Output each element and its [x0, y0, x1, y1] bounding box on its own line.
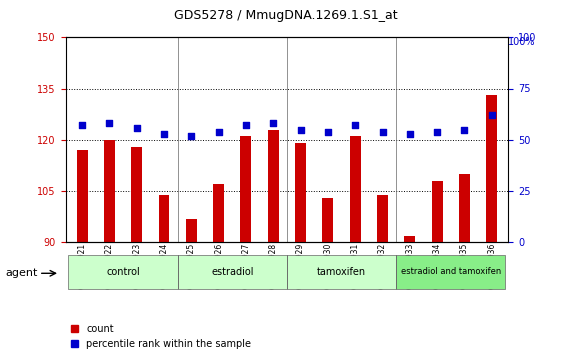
Bar [350, 136, 361, 242]
Bar [178, 255, 287, 289]
Text: estradiol and tamoxifen: estradiol and tamoxifen [401, 267, 501, 276]
Point [296, 127, 305, 132]
Point [214, 129, 223, 135]
Bar [104, 140, 115, 242]
Point [242, 122, 251, 128]
Point [105, 121, 114, 126]
Point [351, 122, 360, 128]
Point [405, 131, 415, 137]
Point [159, 131, 168, 137]
Bar [186, 218, 197, 242]
Point [187, 133, 196, 138]
Text: agent: agent [6, 268, 38, 278]
Bar [486, 95, 497, 242]
Bar [213, 184, 224, 242]
Point [460, 127, 469, 132]
Text: tamoxifen: tamoxifen [317, 267, 366, 277]
Bar [295, 143, 306, 242]
Point [78, 122, 87, 128]
Point [378, 129, 387, 135]
Bar [240, 136, 251, 242]
Point [323, 129, 332, 135]
Bar [268, 130, 279, 242]
Bar [377, 195, 388, 242]
Point [269, 121, 278, 126]
Bar [69, 255, 178, 289]
Text: control: control [106, 267, 140, 277]
Bar [396, 255, 505, 289]
Bar [77, 150, 87, 242]
Bar [459, 174, 470, 242]
Point [433, 129, 442, 135]
Bar [131, 147, 142, 242]
Bar [404, 236, 415, 242]
Point [132, 125, 141, 130]
Bar [287, 255, 396, 289]
Point [487, 112, 496, 118]
Text: estradiol: estradiol [211, 267, 254, 277]
Bar [323, 198, 333, 242]
Text: 100%: 100% [508, 37, 536, 47]
Text: GDS5278 / MmugDNA.1269.1.S1_at: GDS5278 / MmugDNA.1269.1.S1_at [174, 9, 397, 22]
Legend: count, percentile rank within the sample: count, percentile rank within the sample [71, 324, 251, 349]
Bar [159, 195, 170, 242]
Bar [432, 181, 443, 242]
